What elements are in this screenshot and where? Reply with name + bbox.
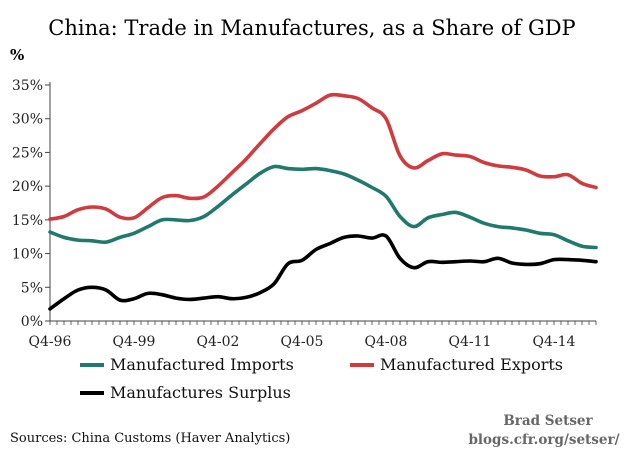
blog-url: blogs.cfr.org/setser/	[468, 432, 619, 448]
y-tick-label: 30%	[12, 112, 43, 128]
x-axis-ticks: Q4-96 Q4-99 Q4-02 Q4-05 Q4-08 Q4-11 Q4-14	[29, 321, 597, 350]
x-tick-label: Q4-08	[365, 334, 408, 350]
x-tick-label: Q4-99	[113, 334, 156, 350]
y-tick-label: 10%	[12, 247, 43, 263]
y-tick-label: 5%	[21, 280, 43, 296]
series-line-manufactured-exports	[48, 92, 598, 221]
y-tick-label: 0%	[21, 314, 43, 330]
series-lines	[48, 92, 598, 311]
series-line-manufactured-imports	[48, 164, 598, 250]
legend: Manufactured Imports Manufactured Exports…	[80, 355, 563, 402]
x-tick-label: Q4-02	[197, 334, 240, 350]
y-tick-label: 20%	[12, 179, 43, 195]
x-tick-label: Q4-05	[281, 334, 324, 350]
axes	[49, 82, 596, 322]
legend-label: Manufactures Surplus	[110, 383, 291, 402]
chart-title: China: Trade in Manufactures, as a Share…	[48, 16, 575, 40]
source-note: Sources: China Customs (Haver Analytics)	[10, 431, 290, 446]
x-tick-label: Q4-11	[449, 334, 492, 350]
y-axis-ticks: 0% 5% 10% 15% 20% 25% 30% 35%	[12, 78, 50, 330]
y-tick-label: 15%	[12, 213, 43, 229]
y-tick-label: 35%	[12, 78, 43, 94]
author-credit: Brad Setser	[503, 413, 593, 429]
y-tick-label: 25%	[12, 145, 43, 161]
legend-label: Manufactured Imports	[110, 355, 294, 374]
legend-label: Manufactured Exports	[380, 355, 563, 374]
x-tick-label: Q4-14	[533, 334, 576, 350]
y-axis-unit-label: %	[10, 46, 24, 64]
x-tick-label: Q4-96	[29, 334, 72, 350]
series-line-manufactures-surplus	[48, 233, 598, 311]
